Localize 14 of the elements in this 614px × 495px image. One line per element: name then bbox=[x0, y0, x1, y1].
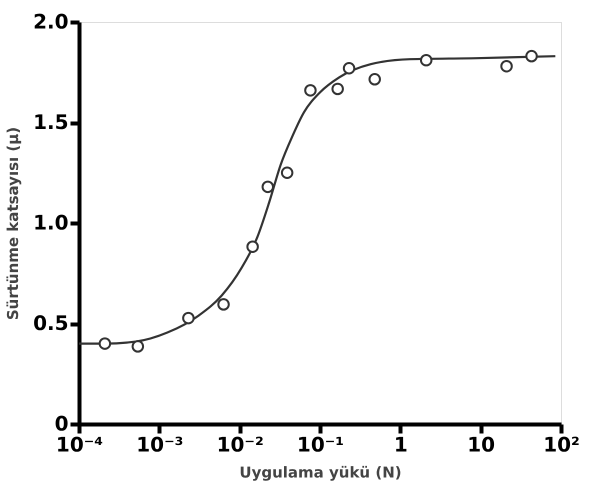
y-tick-label: 2.0 bbox=[33, 10, 68, 34]
x-tick-label: 10 bbox=[467, 432, 496, 456]
y-tick-label: 0 bbox=[54, 412, 68, 436]
x-axis-title: Uygulama yükü (N) bbox=[239, 464, 402, 482]
x-tick-label: 10² bbox=[543, 432, 580, 456]
x-tick-label: 10⁻¹ bbox=[296, 432, 344, 456]
x-tick-label: 10⁻² bbox=[216, 432, 264, 456]
x-tick-label: 10⁻³ bbox=[136, 432, 184, 456]
x-tick-label: 10⁻⁴ bbox=[56, 432, 104, 456]
x-tick-label: 1 bbox=[394, 432, 408, 456]
y-tick-label: 0.5 bbox=[33, 311, 68, 335]
y-tick-label: 1.0 bbox=[33, 210, 68, 234]
y-axis-title: Sürtünme katsayısı (μ) bbox=[4, 126, 22, 320]
y-tick-label: 1.5 bbox=[33, 110, 68, 134]
